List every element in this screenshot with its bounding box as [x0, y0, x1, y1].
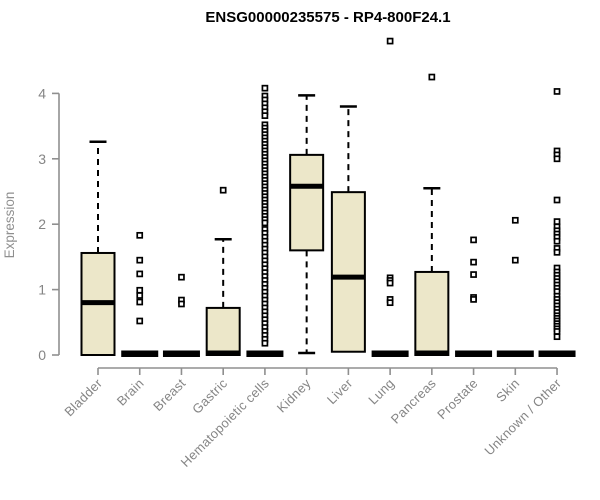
y-tick-label: 2 [38, 216, 46, 232]
x-category-label: Gastric [189, 375, 230, 416]
x-category-label: Lung [365, 376, 397, 408]
outlier-point [386, 279, 394, 287]
outlier-point [553, 328, 561, 335]
outlier-point [553, 248, 561, 256]
outlier-point [470, 258, 477, 266]
outlier-point [261, 112, 269, 119]
outlier-point [553, 218, 561, 225]
y-tick-label: 1 [38, 282, 46, 298]
outlier-point [386, 299, 394, 307]
outlier-point [553, 333, 561, 341]
collapsed-box [455, 350, 493, 357]
outlier-point [470, 271, 477, 278]
outlier-point [386, 37, 394, 45]
box [414, 270, 450, 356]
x-category-label: Unknown / Other [481, 375, 564, 458]
x-category-label: Liver [324, 375, 356, 407]
collapsed-box [538, 350, 576, 357]
outlier-point [136, 298, 144, 306]
x-category-label: Pancreas [388, 375, 439, 426]
collapsed-box [371, 350, 409, 357]
outlier-point [136, 270, 144, 278]
y-tick-label: 4 [38, 85, 46, 101]
outlier-point [553, 237, 561, 245]
outlier-point [511, 216, 519, 224]
x-category-label: Breast [150, 375, 189, 414]
x-category-label: Brain [114, 376, 147, 409]
box [330, 191, 366, 353]
outlier-point [553, 155, 561, 163]
y-axis: 0 1 2 3 4 [38, 85, 60, 363]
x-category-label: Kidney [274, 375, 314, 415]
outlier-point [178, 273, 185, 281]
outlier-point [261, 84, 269, 92]
outlier-point [219, 186, 227, 194]
box [289, 153, 325, 252]
outlier-point [136, 317, 144, 325]
collapsed-box [121, 350, 159, 357]
outlier-point [511, 256, 519, 264]
outlier-point [553, 88, 561, 95]
outlier-point [428, 73, 436, 81]
y-tick-label: 3 [38, 151, 46, 167]
y-tick-label: 0 [38, 347, 46, 363]
outlier-point [136, 256, 144, 264]
outlier-point [136, 231, 144, 239]
x-category-label: Prostate [434, 376, 481, 423]
y-axis-label: Expression [2, 192, 17, 259]
outlier-point [136, 286, 144, 294]
collapsed-box [162, 350, 200, 357]
box [205, 306, 241, 356]
outlier-point [470, 296, 477, 303]
collapsed-box [496, 350, 534, 357]
outlier-point [261, 339, 269, 347]
outlier-point [470, 236, 477, 244]
outlier-point [136, 292, 144, 299]
plot-boxes [80, 37, 576, 357]
outlier-point [553, 196, 561, 204]
outlier-point [178, 300, 185, 308]
x-category-label: Bladder [61, 375, 105, 419]
outlier-point [261, 219, 269, 227]
chart-title: ENSG00000235575 - RP4-800F24.1 [205, 9, 450, 26]
x-category-label: Skin [493, 376, 522, 405]
collapsed-box [246, 350, 284, 357]
